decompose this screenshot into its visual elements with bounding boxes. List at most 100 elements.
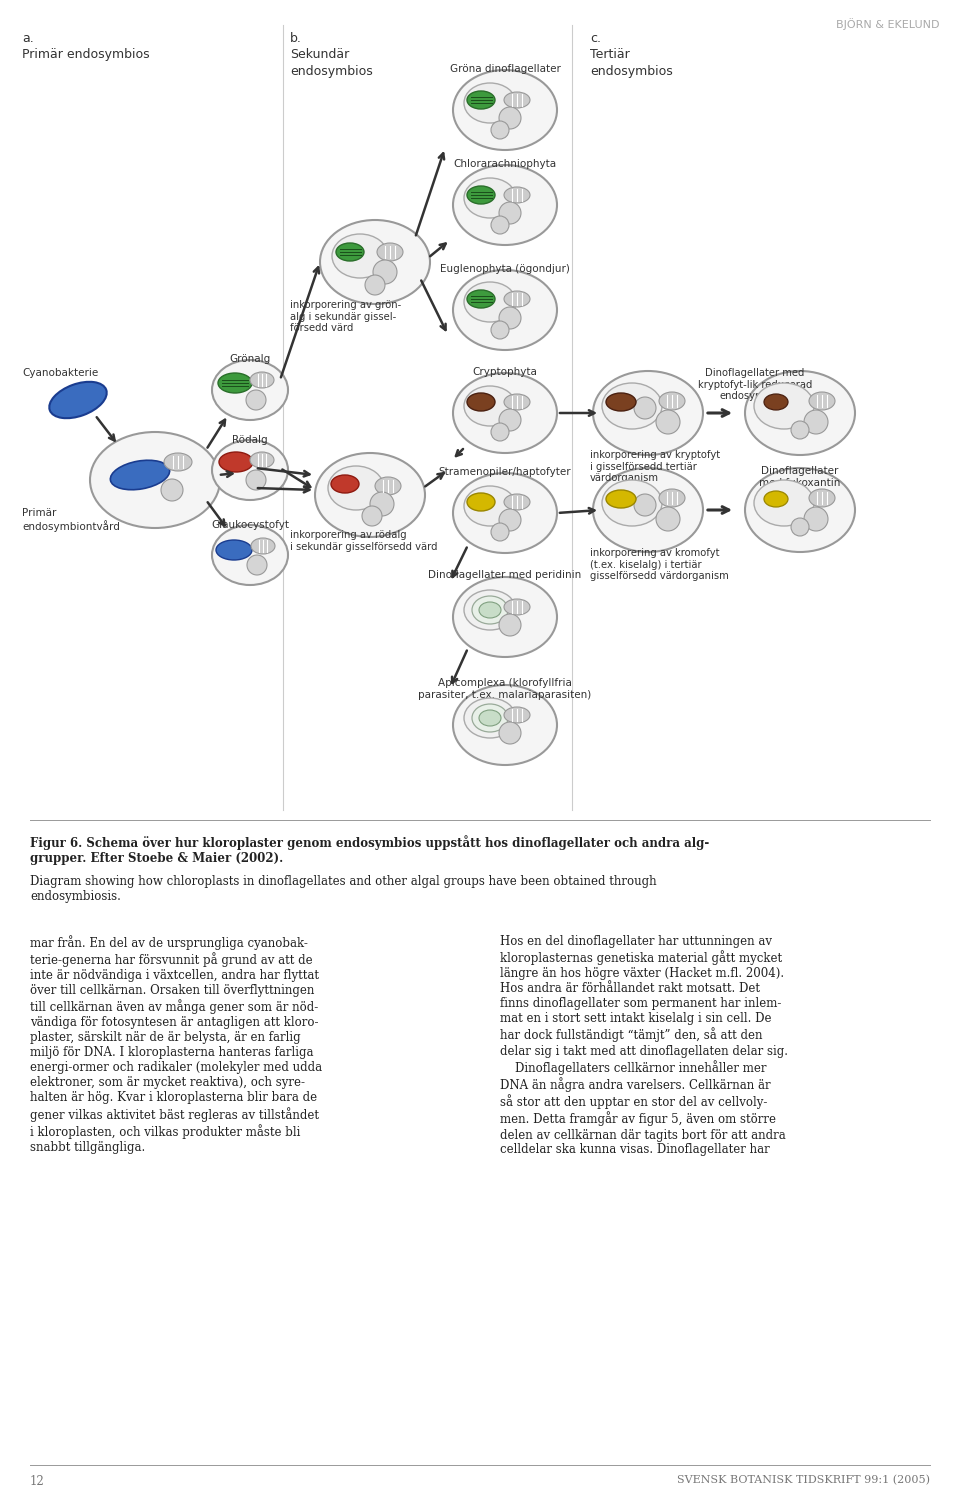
Ellipse shape <box>499 108 521 129</box>
Ellipse shape <box>332 235 388 278</box>
Text: SVENSK BOTANISK TIDSKRIFT 99:1 (2005): SVENSK BOTANISK TIDSKRIFT 99:1 (2005) <box>677 1476 930 1486</box>
Ellipse shape <box>656 507 680 531</box>
Ellipse shape <box>464 698 516 739</box>
Ellipse shape <box>764 395 788 410</box>
Ellipse shape <box>467 290 495 308</box>
Ellipse shape <box>499 722 521 745</box>
Ellipse shape <box>499 410 521 431</box>
Ellipse shape <box>453 164 557 245</box>
Ellipse shape <box>212 360 288 420</box>
Ellipse shape <box>467 493 495 511</box>
Text: b.: b. <box>290 31 301 45</box>
Ellipse shape <box>464 486 516 526</box>
Ellipse shape <box>504 395 530 410</box>
Text: Hos en del dinoflagellater har uttunningen av
kloroplasternas genetiska material: Hos en del dinoflagellater har uttunning… <box>500 934 788 1157</box>
Ellipse shape <box>250 451 274 468</box>
Ellipse shape <box>602 480 662 526</box>
Ellipse shape <box>251 538 275 555</box>
Text: Dinoflagellater med
kryptofyt-lik reducerad
endosymbiont: Dinoflagellater med kryptofyt-lik reduce… <box>698 368 812 401</box>
Ellipse shape <box>791 422 809 440</box>
Ellipse shape <box>464 386 516 426</box>
Text: Gröna dinoflagellater: Gröna dinoflagellater <box>449 64 561 73</box>
Ellipse shape <box>606 490 636 508</box>
Ellipse shape <box>453 70 557 150</box>
Ellipse shape <box>472 597 508 623</box>
Text: inkorporering av kryptofyt
i gisselförsedd tertiär
värdorganism: inkorporering av kryptofyt i gisselförse… <box>590 450 720 483</box>
Ellipse shape <box>246 469 266 490</box>
Ellipse shape <box>472 704 508 733</box>
Ellipse shape <box>90 432 220 528</box>
Ellipse shape <box>375 477 401 495</box>
Text: inkorporering av kromofyt
(t.ex. kiselalg) i tertiär
gisselförsedd värdorganism: inkorporering av kromofyt (t.ex. kiselal… <box>590 549 729 582</box>
Ellipse shape <box>453 685 557 765</box>
Text: Glaukocystofyt: Glaukocystofyt <box>211 520 289 531</box>
Text: Grönalg: Grönalg <box>229 354 271 363</box>
Ellipse shape <box>791 517 809 537</box>
Ellipse shape <box>504 707 530 724</box>
Ellipse shape <box>504 187 530 203</box>
Ellipse shape <box>216 540 252 561</box>
Ellipse shape <box>491 321 509 339</box>
Ellipse shape <box>504 93 530 108</box>
Ellipse shape <box>809 392 835 410</box>
Ellipse shape <box>328 466 384 510</box>
Text: Euglenophyta (ögondjur): Euglenophyta (ögondjur) <box>440 265 570 274</box>
Ellipse shape <box>656 410 680 434</box>
Ellipse shape <box>164 453 192 471</box>
Ellipse shape <box>247 555 267 576</box>
Text: endosymbios: endosymbios <box>590 64 673 78</box>
Ellipse shape <box>365 275 385 295</box>
Text: a.: a. <box>22 31 34 45</box>
Ellipse shape <box>467 185 495 203</box>
Ellipse shape <box>336 244 364 262</box>
Ellipse shape <box>246 390 266 410</box>
Text: 12: 12 <box>30 1476 45 1488</box>
Ellipse shape <box>659 489 685 507</box>
Ellipse shape <box>464 591 516 629</box>
Ellipse shape <box>499 306 521 329</box>
Ellipse shape <box>491 523 509 541</box>
Text: Stramenopiler/haptofyter: Stramenopiler/haptofyter <box>439 466 571 477</box>
Text: inkorporering av rödalg
i sekundär gisselförsedd värd: inkorporering av rödalg i sekundär gisse… <box>290 531 438 552</box>
Ellipse shape <box>212 525 288 585</box>
Text: Tertiär: Tertiär <box>590 48 630 61</box>
Ellipse shape <box>479 602 501 617</box>
Ellipse shape <box>464 178 516 218</box>
Ellipse shape <box>593 468 703 552</box>
Ellipse shape <box>453 372 557 453</box>
Ellipse shape <box>49 381 107 419</box>
Ellipse shape <box>453 472 557 553</box>
Ellipse shape <box>453 271 557 350</box>
Ellipse shape <box>593 371 703 454</box>
Text: Cryptophyta: Cryptophyta <box>472 366 538 377</box>
Text: Dinoflagellater med peridinin: Dinoflagellater med peridinin <box>428 570 582 580</box>
Ellipse shape <box>464 84 516 123</box>
Text: Cyanobakterie: Cyanobakterie <box>22 368 98 378</box>
Text: Dinoflagellater
med fukoxantin: Dinoflagellater med fukoxantin <box>759 466 841 487</box>
Ellipse shape <box>377 244 403 262</box>
Ellipse shape <box>745 468 855 552</box>
Ellipse shape <box>479 710 501 727</box>
Text: Sekundär: Sekundär <box>290 48 349 61</box>
Text: mar från. En del av de ursprungliga cyanobak-
terie-generna har försvunnit på gr: mar från. En del av de ursprungliga cyan… <box>30 934 323 1154</box>
Text: Apicomplexa (klorofyllfria
parasiter, t.ex. malariaparasiten): Apicomplexa (klorofyllfria parasiter, t.… <box>419 679 591 700</box>
Ellipse shape <box>754 480 814 526</box>
Text: Rödalg: Rödalg <box>232 435 268 446</box>
Ellipse shape <box>467 393 495 411</box>
Ellipse shape <box>659 392 685 410</box>
Ellipse shape <box>212 440 288 499</box>
Ellipse shape <box>809 489 835 507</box>
Ellipse shape <box>491 423 509 441</box>
Ellipse shape <box>362 505 382 526</box>
Ellipse shape <box>110 460 170 490</box>
Text: endosymbios: endosymbios <box>290 64 372 78</box>
Ellipse shape <box>504 599 530 614</box>
Ellipse shape <box>331 475 359 493</box>
Ellipse shape <box>464 283 516 321</box>
Ellipse shape <box>499 614 521 635</box>
Ellipse shape <box>504 292 530 306</box>
Ellipse shape <box>370 492 394 516</box>
Ellipse shape <box>467 91 495 109</box>
Text: BJÖRN & EKELUND: BJÖRN & EKELUND <box>836 18 940 30</box>
Text: inkorporering av grön-
alg i sekundär gissel-
försedd värd: inkorporering av grön- alg i sekundär gi… <box>290 300 401 333</box>
